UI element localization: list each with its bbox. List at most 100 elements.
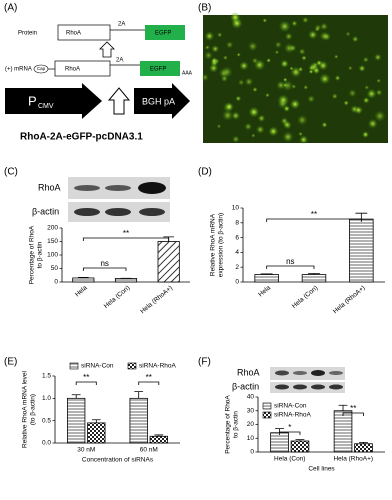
y-tick-label: 150 [47,238,58,245]
cell [201,73,209,82]
cell [247,41,258,52]
cell [334,75,341,81]
significance-bracket [279,431,301,435]
y-tick-label: 0 [235,279,239,286]
cell [366,88,377,99]
band [275,384,289,390]
cell [222,109,234,121]
x-tick-label: Hela (Con) [274,456,305,463]
significance-bracket [266,265,315,269]
cell [303,84,309,90]
cell [315,59,323,67]
cell [248,106,260,118]
cell [235,95,242,102]
protein-rhoa-box [57,24,111,41]
bar [87,422,106,444]
protein-egfp: EGFP [155,31,171,37]
significance-bracket [266,218,362,222]
x-axis-title: Cell lines [308,466,335,473]
y-tick-label: 10 [247,435,255,442]
cell [266,58,271,63]
panel-a: (A) Protein RhoA 2A EGFP (+) mRNA Cap Rh… [4,3,193,143]
significance-label: ** [350,404,356,413]
cell [319,73,331,85]
error-bar [78,277,89,278]
blot-label: β-actin [232,381,259,391]
legend-label: siRNA-Con [274,403,307,410]
cell [274,41,282,49]
y-tick-label: 0 [54,279,58,286]
cell [204,31,215,41]
bar [149,435,168,444]
band [74,185,100,191]
panel-label: (F) [198,357,211,368]
cell [282,131,294,143]
y-tick-label: 8 [235,220,239,227]
significance-label: ns [100,259,108,268]
x-tick-label: Hela (RhoA+) [332,284,367,315]
cell [308,30,318,40]
error-bar [71,394,81,399]
legend-swatch [69,362,79,370]
panel-label: (E) [4,357,17,368]
cell [204,44,210,50]
error-bar [260,273,273,275]
protein-label: Protein [18,31,37,37]
y-tick-label: 2 [235,264,239,271]
protein-2a: 2A [118,22,125,28]
y-tick-label: 20 [247,421,255,428]
cells [201,12,386,145]
y-tick-label: 50 [51,265,59,272]
cell [284,43,295,54]
legend-label: siRNA-Con [81,363,114,370]
cell [358,64,366,72]
cell [282,120,291,128]
cell [284,32,293,41]
cell [375,89,383,96]
cell [237,79,245,86]
terminator: BGH pA [142,96,175,106]
band [74,208,100,216]
bar [67,397,86,444]
y-axis-title: Relative RhoA mRNA level [22,370,29,448]
x-tick-label: Hela [257,284,272,298]
bar [129,397,148,444]
panel-label: (A) [4,3,17,14]
error-bar [295,439,305,441]
cell [319,31,329,41]
cell [312,66,321,75]
y-tick-label: 4 [235,249,239,256]
bar [114,278,138,283]
significance-label: ** [311,210,317,219]
polya: AAA [182,70,193,76]
insert-arrow [107,87,131,115]
y-tick-label: 40 [247,394,255,401]
construct: RhoA-2A-eGFP-pcDNA3.1 [20,132,143,143]
cell [255,125,265,134]
significance-bracket [82,267,127,271]
y-tick-label: 100 [47,252,58,259]
cell [204,50,213,60]
mrna-2a: 2A [116,58,123,64]
blot-label: RhoA [38,182,61,192]
significance-bracket [138,381,160,385]
x-tick-label: 60 nM [140,447,158,454]
cell [216,123,222,129]
band [139,208,165,216]
cell [253,59,266,71]
bar [333,410,353,453]
panel-label: (B) [198,3,211,14]
cell [291,20,298,27]
x-tick-label: Hela (Con) [103,284,132,310]
x-axis-title: Concentration of siRNAs [82,457,154,464]
legend-swatch [262,411,272,419]
significance-bracket [75,381,97,385]
y-tick-label: 1.5 [42,373,51,380]
cell [244,77,254,86]
cell [362,56,369,63]
cell [232,135,240,143]
cell [211,44,220,53]
bar [254,274,279,283]
mrna-egfp: EGFP [150,67,166,73]
